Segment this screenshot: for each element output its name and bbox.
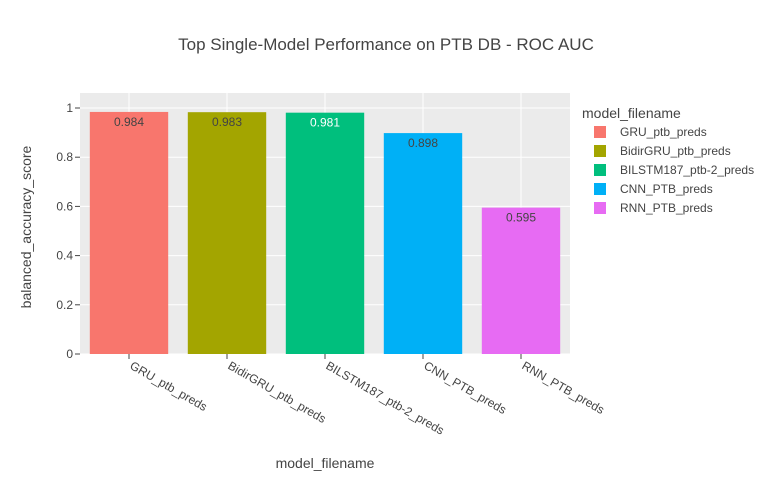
legend-entry: RNN_PTB_preds: [620, 201, 713, 215]
legend-swatch: [594, 202, 606, 214]
y-tick-label: 0.4: [56, 249, 73, 263]
x-tick-label: GRU_ptb_preds: [128, 358, 210, 413]
bar-value-label: 0.984: [114, 115, 144, 129]
bar-value-label: 0.981: [310, 116, 340, 130]
legend-swatch: [594, 126, 606, 138]
x-axis-title: model_filename: [276, 455, 375, 471]
bar-value-label: 0.595: [506, 211, 536, 225]
bar-value-label: 0.898: [408, 136, 438, 150]
y-tick-label: 0.2: [56, 298, 73, 312]
y-tick-label: 0.8: [56, 150, 73, 164]
bar-value-labels: 0.984 0.983 0.981 0.898 0.595: [114, 115, 536, 225]
bars: [89, 111, 561, 354]
bar: [187, 112, 267, 354]
x-tick-label: CNN_PTB_preds: [422, 358, 509, 416]
legend-swatch: [594, 183, 606, 195]
legend-entry: BidirGRU_ptb_preds: [620, 144, 731, 158]
x-tick-label: RNN_PTB_preds: [520, 358, 607, 416]
y-axis-ticks: 0 0.2 0.4 0.6 0.8 1: [56, 101, 80, 361]
x-tick-label: BidirGRU_ptb_preds: [226, 358, 329, 425]
y-tick-label: 0: [66, 347, 73, 361]
legend-entry: CNN_PTB_preds: [620, 182, 713, 196]
legend-title: model_filename: [582, 105, 681, 121]
y-tick-label: 1: [66, 101, 73, 115]
legend-swatch: [594, 145, 606, 157]
bar-value-label: 0.983: [212, 115, 242, 129]
bar: [285, 112, 365, 354]
chart-title: Top Single-Model Performance on PTB DB -…: [178, 35, 594, 54]
bar: [481, 207, 561, 354]
legend-entry: GRU_ptb_preds: [620, 125, 707, 139]
x-axis-ticks: GRU_ptb_preds BidirGRU_ptb_predsBILSTM187…: [128, 354, 607, 438]
legend: model_filename GRU_ptb_preds BidirGRU_ptb…: [582, 105, 754, 215]
legend-entry: BILSTM187_ptb-2_preds: [620, 163, 754, 177]
bar: [383, 133, 463, 354]
bar: [89, 111, 169, 354]
legend-swatch: [594, 164, 606, 176]
y-tick-label: 0.6: [56, 199, 73, 213]
y-axis-title: balanced_accuracy_score: [18, 145, 34, 308]
